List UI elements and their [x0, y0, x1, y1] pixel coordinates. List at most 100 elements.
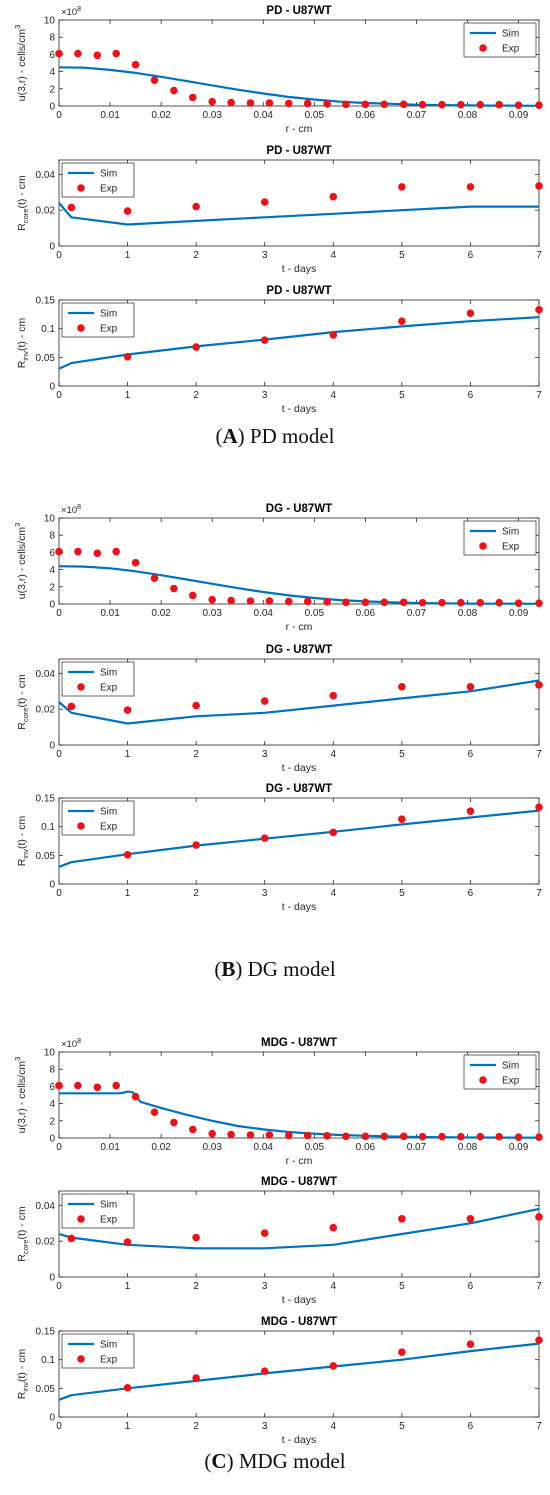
x-tick-label: 3	[262, 749, 268, 760]
y-exponent-label: ×108	[61, 1038, 81, 1050]
data-point-exp	[131, 558, 140, 567]
y-axis-label: Rinv(t) - cm	[16, 318, 30, 369]
x-tick-label: 0.09	[509, 1142, 529, 1153]
x-tick-label: 0.02	[151, 1142, 171, 1153]
y-tick-label: 4	[49, 1099, 55, 1110]
data-point-exp	[74, 49, 82, 58]
y-tick-label: 2	[49, 582, 55, 593]
data-point-exp	[329, 828, 338, 837]
legend-label-exp: Exp	[100, 683, 118, 694]
legend-box	[61, 1193, 135, 1229]
x-tick-label: 0.07	[407, 110, 427, 121]
x-tick-label: 0.06	[356, 608, 376, 619]
chart-title: DG - U87WT	[266, 644, 332, 656]
y-tick-label: 0.02	[36, 1237, 56, 1248]
data-point-exp	[329, 691, 338, 700]
data-point-exp	[150, 76, 159, 84]
x-tick-label: 0	[56, 1281, 62, 1292]
data-point-exp	[514, 599, 523, 607]
x-tick-label: 0.02	[151, 110, 171, 121]
data-point-exp	[260, 1367, 269, 1375]
legend-box	[463, 520, 537, 556]
data-point-exp	[284, 597, 293, 606]
y-tick-label: 4	[49, 565, 55, 576]
x-tick-label: 0.06	[356, 1142, 376, 1153]
axes-box	[58, 797, 540, 885]
caption-c-letter: C	[211, 1449, 227, 1473]
data-point-exp	[466, 1214, 475, 1223]
y-tick-label: 0	[49, 1134, 55, 1145]
legend-swatch-exp	[77, 683, 85, 691]
y-axis-label-sup: 3	[13, 25, 22, 29]
y-tick-label: 0.05	[36, 1384, 56, 1395]
x-tick-label: 7	[536, 1281, 542, 1292]
x-tick-label: 0	[56, 608, 62, 619]
data-point-exp	[535, 182, 543, 190]
y-tick-label: 2	[49, 1116, 55, 1127]
y-axis-label: u(3,r) - cells/cm3	[13, 1057, 28, 1134]
y-exponent-base: ×10	[61, 505, 77, 516]
axes-box	[58, 517, 540, 605]
chart-title: MDG - U87WT	[261, 1316, 337, 1328]
axes-box	[58, 1330, 540, 1418]
x-tick-label: 0.08	[458, 608, 478, 619]
legend-swatch-exp	[77, 1215, 85, 1223]
chart-title: MDG - U87WT	[261, 1037, 337, 1049]
series-line-sim	[58, 679, 540, 725]
chart-9: MDG - U87WT 0 1 2 3 4 5 6 7 0 0.05 0.1 0.15 t - days R…	[16, 1316, 543, 1446]
x-tick-label: 6	[468, 250, 474, 261]
data-point-exp	[476, 598, 485, 607]
data-point-exp	[55, 1081, 63, 1090]
data-point-exp	[342, 1132, 350, 1141]
caption-c-text: MDG model	[238, 1449, 346, 1473]
legend: Sim Exp	[61, 302, 135, 338]
y-axis-label-main: R	[16, 858, 28, 866]
data-point-exp	[418, 598, 427, 607]
legend-label-sim: Sim	[100, 1340, 117, 1351]
x-tick-label: 0.04	[254, 1142, 274, 1153]
legend-label-exp: Exp	[100, 324, 118, 335]
data-point-exp	[150, 574, 159, 582]
x-axis-label: t - days	[282, 263, 316, 275]
series-line-sim	[58, 565, 540, 605]
data-point-exp	[260, 1229, 269, 1237]
data-point-exp	[514, 1133, 523, 1141]
x-tick-label: 0.02	[151, 608, 171, 619]
data-point-exp	[227, 1130, 235, 1139]
data-point-exp	[192, 701, 200, 710]
data-point-exp	[399, 1132, 408, 1141]
legend-label-sim: Sim	[100, 807, 117, 818]
x-tick-label: 6	[468, 1281, 474, 1292]
x-tick-label: 1	[125, 1421, 131, 1432]
axes-box	[58, 19, 540, 107]
x-tick-label: 4	[331, 250, 337, 261]
data-point-exp	[123, 1383, 132, 1392]
data-point-exp	[170, 1118, 178, 1127]
data-point-exp	[535, 1213, 543, 1221]
data-point-exp	[303, 99, 312, 108]
x-tick-label: 4	[331, 749, 337, 760]
data-point-exp	[170, 86, 178, 95]
legend-swatch-exp	[479, 44, 487, 52]
legend: Sim Exp	[463, 1054, 537, 1090]
legend: Sim Exp	[61, 1333, 135, 1369]
y-tick-label: 8	[49, 531, 55, 542]
y-tick-label: 0.1	[41, 324, 55, 335]
data-point-exp	[398, 682, 406, 691]
data-point-exp	[123, 352, 132, 361]
caption-a: (A) PD model	[215, 424, 335, 448]
y-tick-label: 10	[44, 514, 56, 525]
data-point-exp	[476, 100, 485, 109]
x-tick-label: 0.07	[407, 1142, 427, 1153]
x-tick-label: 1	[125, 1281, 131, 1292]
x-tick-label: 3	[262, 888, 268, 899]
x-tick-label: 7	[536, 390, 542, 401]
caption-c: (C) MDG model	[204, 1449, 346, 1473]
chart-5: DG - U87WT 0 1 2 3 4 5 6 7 0 0.02 0.04 t - days Rcore…	[16, 644, 543, 774]
series-line-sim	[58, 66, 540, 107]
data-point-exp	[303, 597, 312, 606]
data-point-exp	[188, 93, 197, 102]
x-tick-label: 7	[536, 250, 542, 261]
data-point-exp	[131, 60, 140, 69]
x-tick-label: 5	[399, 250, 405, 261]
